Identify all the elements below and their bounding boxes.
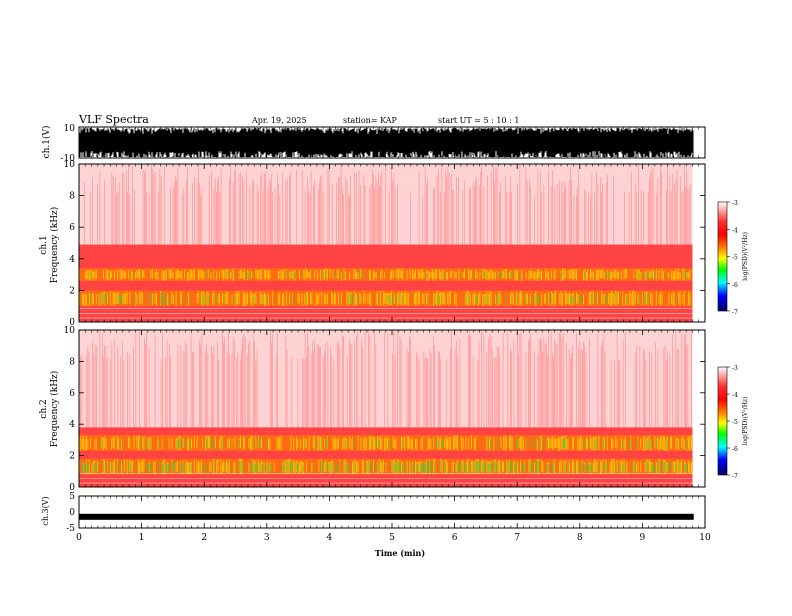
y-tick-label: 8 [69,192,75,202]
ch1-waveform-trace [79,128,694,157]
y-tick-label: 0 [69,318,75,328]
ch1-spectrogram-ylabel: ch.1Frequency (kHz) [39,207,60,284]
green-emission [100,437,688,450]
y-tick-label: 0 [69,508,75,518]
colorbar-tick-label: -4 [732,392,738,399]
x-tick-label: 8 [577,533,583,543]
figure-title: VLF Spectra [78,113,149,126]
colorbar-tick-label: -7 [732,309,738,316]
ch2-spectrogram-panel: 0 2 4 6 8 10 [64,326,706,493]
ylabel-line: Frequency (kHz) [49,207,60,284]
y-tick-label: 10 [64,326,76,336]
moderate-band [79,244,693,322]
y-tick-label: 2 [69,286,75,296]
weak-wash [79,164,693,245]
station-label: station= KAP [343,116,398,125]
x-tick-label: 10 [699,533,711,543]
x-tick-label: 7 [514,533,520,543]
x-tick-label: 2 [201,533,207,543]
colorbar-tick-label: -5 [732,255,738,262]
ylabel-line: Frequency (kHz) [49,371,60,448]
y-tick-label: -5 [66,524,75,534]
x-tick-label: 5 [389,533,395,543]
strong-band [79,458,693,475]
strong-band [79,435,693,451]
spectrogram-weak-region [79,330,693,428]
colorbar-tick-label: -7 [732,473,738,480]
green-emission [81,460,688,474]
x-axis-label: Time (min) [375,548,425,558]
colorbar-gradient [717,366,728,476]
colorbar-gradient [717,201,728,312]
green-emission [90,270,687,280]
y-tick-label: 4 [69,255,75,265]
spectrogram-weak-region [79,164,693,245]
strong-band [79,290,693,307]
x-tick-label: 3 [264,533,270,543]
x-tick-label: 0 [76,533,82,543]
ch1-spectrogram-panel: 0 2 4 6 8 10 [64,160,706,328]
weak-emission [84,164,691,245]
y-tick-label: 2 [69,452,75,462]
start-time-label: start UT = 5 : 10 : 1 [438,116,519,125]
y-tick-label: 6 [69,389,75,399]
colorbar-tick-label: -6 [732,446,738,453]
colorbar-label: log(PSD)(V²/Hz) [742,397,749,446]
ch1-ylabel: ch.1(V) [41,126,52,159]
ch2-spectrogram-ylabel: ch.2Frequency (kHz) [39,371,60,448]
ylabel-line: ch.1 [39,235,49,254]
weak-emission [80,330,692,428]
y-tick-label: 6 [69,223,75,233]
y-tick-label: 10 [64,160,76,170]
green-emission [90,292,675,306]
y-tick-label: 0 [69,483,75,493]
colorbar-tick-label: -4 [732,227,738,234]
ch1-colorbar: -3 -4 -5 -6 -7 log(PSD)(V²/Hz) [717,200,749,316]
x-tick-label: 4 [327,533,333,543]
x-tick-label: 1 [139,533,145,543]
ch3-ylabel: ch.3(V) [41,496,50,525]
colorbar-tick-label: -3 [732,365,738,372]
date-label: Apr. 19, 2025 [251,116,307,125]
strong-band [79,268,693,281]
colorbar-tick-label: -6 [732,282,738,289]
y-tick-label: 8 [69,357,75,367]
y-tick-label: 10 [64,124,76,134]
weak-wash [79,330,693,428]
x-tick-label: 9 [640,533,646,543]
colorbar-tick-label: -5 [732,419,738,426]
y-tick-label: -10 [61,154,76,164]
y-tick-label: 4 [69,420,75,430]
ch1-waveform-panel: 10 -10 [61,124,706,164]
y-tick-label: 5 [69,492,75,502]
ylabel-line: ch.2 [39,399,49,418]
colorbar-label: log(PSD)(V²/Hz) [742,232,749,281]
x-tick-label: 6 [452,533,458,543]
colorbar-tick-label: -3 [732,200,738,207]
ch2-colorbar: -3 -4 -5 -6 -7 log(PSD)(V²/Hz) [717,365,749,480]
ch3-waveform-trace [79,513,694,520]
